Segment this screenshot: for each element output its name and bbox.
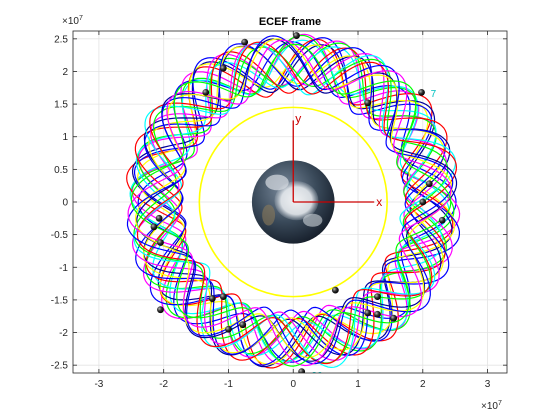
satellite-marker — [293, 32, 300, 39]
chart-title: ECEF frame — [259, 16, 321, 28]
x-tick-label: -1 — [224, 379, 233, 390]
landmass-patch — [302, 213, 323, 227]
satellite-marker — [202, 88, 210, 96]
orbit-track — [126, 35, 454, 365]
satellites: 7 26 — [150, 32, 446, 382]
satellite-marker — [331, 286, 339, 294]
y-tick-label: 2.5 — [54, 34, 68, 45]
satellite-marker — [438, 216, 446, 224]
landmass-patch — [265, 174, 289, 191]
satellite-marker — [208, 295, 216, 302]
orbit-track — [137, 44, 456, 365]
orbit-track — [134, 37, 460, 366]
satellite-marker — [418, 88, 425, 96]
satellite-marker — [157, 306, 164, 314]
satellite-marker — [390, 314, 398, 322]
orbit-track — [130, 43, 452, 367]
y-tick-label: -1.5 — [51, 295, 69, 306]
satellite-marker — [374, 293, 381, 301]
orbit-track — [133, 43, 456, 369]
orbit-track — [136, 38, 458, 362]
orbit-track — [142, 45, 451, 356]
satellite-marker — [239, 321, 247, 329]
orbit-track — [136, 41, 458, 365]
y-tick-label: 1 — [62, 132, 68, 143]
satellite-marker — [364, 99, 372, 107]
y-tick-label: 1.5 — [54, 100, 68, 111]
y-tick-label: -0.5 — [51, 230, 69, 241]
satellite-marker — [419, 198, 427, 206]
polar-ice-cap — [274, 181, 319, 221]
inner-orbit-circle — [198, 106, 388, 298]
satellite-marker — [425, 180, 433, 188]
x-tick-label: 1 — [355, 379, 361, 390]
orbit-track — [133, 46, 449, 364]
axis-ticks: -3 -2 -1 0 1 2 3 -2.5 -2 -1.5 -1 -0.5 0 0.5 1 1.5 2 2.5 — [51, 31, 507, 390]
satellite-marker — [219, 293, 227, 301]
orbit-tracks — [126, 33, 461, 369]
y-tick-label: -1 — [59, 263, 68, 274]
satellite-marker — [298, 368, 306, 373]
satellite-marker — [374, 310, 381, 318]
frame-y-label: y — [295, 111, 301, 125]
ecef-frame-axes: xy — [292, 111, 382, 209]
satellite-marker — [150, 223, 158, 231]
orbit-track — [137, 42, 447, 355]
satellite-marker — [225, 325, 232, 333]
y-tick-label: -2.5 — [51, 361, 69, 372]
landmass-patch — [262, 204, 276, 226]
y-tick-label: -2 — [59, 328, 68, 339]
y-tick-label: 2 — [62, 67, 68, 78]
frame-x-label: x — [376, 195, 382, 209]
x-tick-label: 3 — [485, 379, 491, 390]
satellite-marker — [157, 239, 164, 246]
x-tick-label: -3 — [94, 379, 103, 390]
plot-content: xy 726 — [126, 32, 461, 382]
satellite-marker — [155, 214, 163, 222]
y-tick-label: 0.5 — [54, 165, 68, 176]
x-tick-label: 0 — [290, 379, 296, 390]
satellite-marker — [241, 38, 249, 46]
orbit-track — [142, 46, 445, 354]
satellite-label: 26 — [311, 371, 323, 382]
satellite-marker — [364, 309, 372, 317]
y-tick-label: 0 — [62, 198, 68, 209]
satellite-marker — [219, 64, 227, 72]
y-axis-exponent: ×107 — [62, 15, 83, 27]
x-axis-exponent: ×107 — [481, 400, 502, 412]
satellite-label: 7 — [431, 89, 437, 100]
x-tick-label: -2 — [159, 379, 168, 390]
x-tick-label: 2 — [420, 379, 426, 390]
